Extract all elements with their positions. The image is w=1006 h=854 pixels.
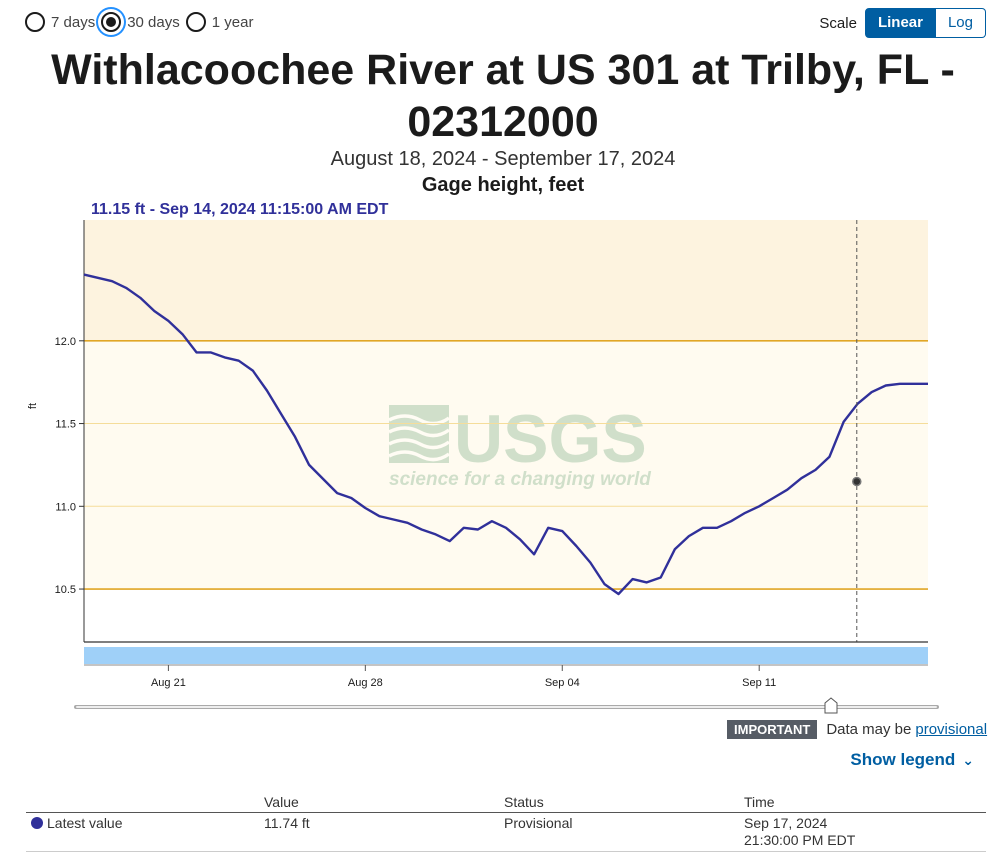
latest-value-cell: 11.74 ft [264,812,504,852]
period-option-30-days[interactable]: 30 days [101,12,180,32]
radio-1-year[interactable] [185,12,206,32]
period-label-7-days: 7 days [51,13,96,31]
series-dot-icon [31,817,43,829]
provisional-disclaimer: IMPORTANT Data may be provisional [727,720,987,739]
radio-30-days[interactable] [101,12,122,32]
x-axis: Aug 21 Aug 28 Sep 04 Sep 11 [84,641,928,689]
y-axis-label: ft [27,403,39,409]
latest-status-cell: Provisional [504,812,744,852]
latest-value-label: Latest value [47,815,123,831]
zoom-slider-handle[interactable] [824,697,838,714]
y-tick-label: 11.0 [55,501,76,513]
latest-time-date: Sep 17, 2024 [744,815,828,831]
important-badge: IMPORTANT [727,720,818,739]
x-tick-label: Aug 28 [348,677,383,689]
scale-linear-button[interactable]: Linear [864,8,936,38]
page-title: Withlacoochee River at US 301 at Trilby,… [51,46,955,146]
watermark-logo-text: USGS [454,401,647,477]
y-tick-label: 11.5 [55,419,76,431]
latest-time-clock: 21:30:00 PM EDT [744,832,856,848]
period-option-1-year[interactable]: 1 year [185,12,254,32]
scale-log-button[interactable]: Log [935,8,986,38]
y-tick-label: 10.5 [55,584,76,596]
x-tick-label: Sep 04 [545,677,580,689]
show-legend-label: Show legend [850,750,956,769]
period-label-1-year: 1 year [211,13,254,31]
brush-range-bar[interactable] [84,647,928,664]
threshold-lines [84,340,928,590]
tooltip-readout: 11.15 ft - Sep 14, 2024 11:15:00 AM EDT [91,201,389,218]
table-header-value: Value [264,793,504,813]
y-axis: 10.5 11.0 11.5 12.0 [55,220,85,642]
scale-toggle: Scale Linear Log [819,8,986,38]
disclaimer-text: Data may be [826,721,912,738]
period-option-7-days[interactable]: 7 days [25,12,95,32]
watermark-tagline: science for a changing world [389,469,651,490]
usgs-wave-logo-icon [388,405,451,463]
parameter-name: Gage height, feet [421,174,585,196]
period-selector: 7 days 30 days 1 year [25,12,259,32]
radio-7-days[interactable] [25,12,45,32]
latest-values-table: Value Status Time Latest value 11.74 ft … [26,793,986,852]
scale-label: Scale [819,14,857,32]
x-tick-label: Sep 11 [742,677,776,689]
show-legend-button[interactable]: Show legend ⌄ [850,750,974,770]
upper-band [84,220,928,341]
hydrograph-chart[interactable]: USGS science for a changing world 10.5 11… [0,215,1006,720]
table-header-spacer [26,793,264,813]
table-row: Latest value 11.74 ft Provisional Sep 17… [26,812,986,852]
table-header-row: Value Status Time [26,793,986,813]
date-range: August 18, 2024 - September 17, 2024 [330,148,676,170]
period-label-30-days: 30 days [127,13,180,31]
middle-band [84,340,928,590]
latest-value-label-cell: Latest value [26,812,264,852]
chevron-down-icon: ⌄ [962,751,974,768]
x-tick-label: Aug 21 [151,677,186,689]
latest-time-cell: Sep 17, 2024 21:30:00 PM EDT [744,812,986,852]
provisional-link[interactable]: provisional [915,721,988,738]
table-header-time: Time [744,793,986,813]
threshold-bands [84,220,928,590]
gage-height-series-line [83,273,928,596]
usgs-watermark: USGS science for a changing world [388,401,651,490]
table-header-status: Status [504,793,744,813]
y-tick-label: 12.0 [55,336,76,348]
hover-data-point [852,476,862,487]
